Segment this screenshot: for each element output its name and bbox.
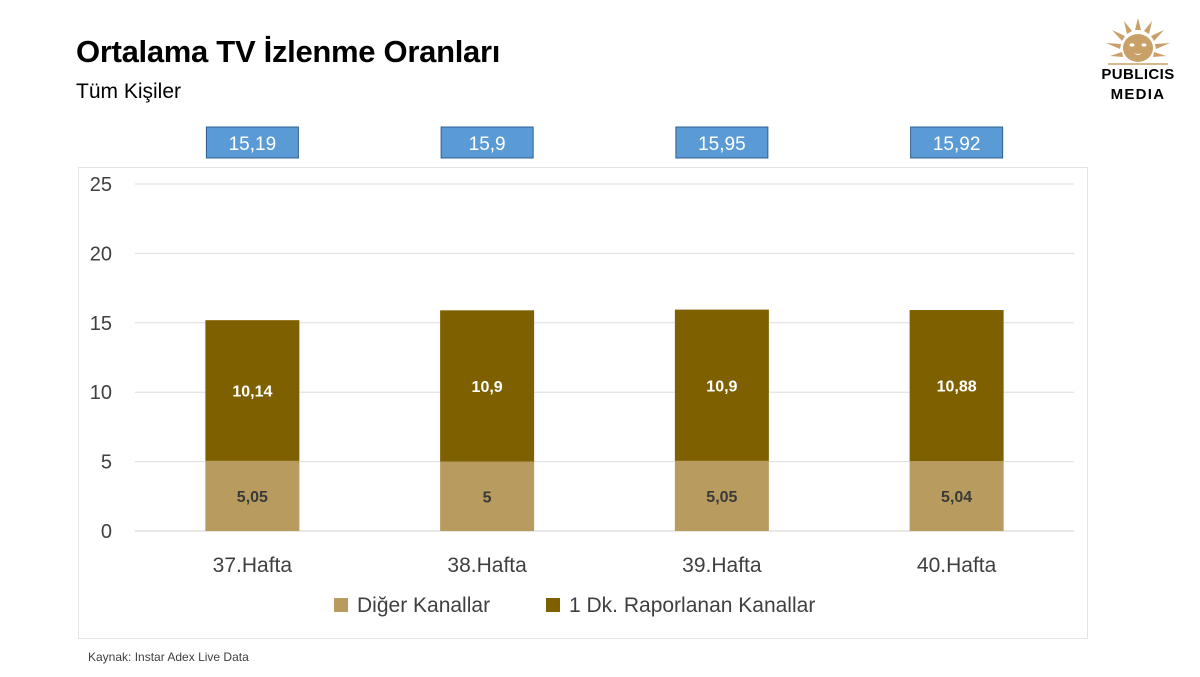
y-tick-label: 25 bbox=[90, 174, 112, 196]
y-tick-label: 15 bbox=[90, 313, 112, 335]
data-label: 10,14 bbox=[232, 384, 272, 401]
data-label: 10,9 bbox=[472, 379, 503, 396]
total-box bbox=[910, 126, 1004, 159]
data-label: 5,05 bbox=[706, 489, 737, 506]
total-box bbox=[675, 126, 769, 159]
data-label: 5,04 bbox=[941, 489, 972, 506]
x-tick-label: 39.Hafta bbox=[682, 554, 762, 577]
y-tick-label: 10 bbox=[90, 382, 112, 404]
logo-text-media: MEDIA bbox=[1110, 86, 1166, 103]
y-tick-label: 0 bbox=[101, 521, 112, 543]
bar-segment bbox=[205, 320, 300, 461]
x-tick-label: 37.Hafta bbox=[213, 554, 293, 577]
legend-label: Diğer Kanallar bbox=[357, 594, 490, 617]
legend-swatch bbox=[334, 598, 348, 612]
data-label: 10,88 bbox=[937, 379, 977, 396]
source-note: Kaynak: Instar Adex Live Data bbox=[88, 650, 249, 664]
legend-label: 1 Dk. Raporlanan Kanallar bbox=[569, 594, 815, 617]
total-label: 15,19 bbox=[229, 134, 277, 155]
x-tick-label: 38.Hafta bbox=[447, 554, 527, 577]
data-label: 5 bbox=[483, 489, 492, 506]
bar-segment bbox=[674, 460, 769, 531]
total-box bbox=[440, 126, 534, 159]
page-subtitle: Tüm Kişiler bbox=[76, 80, 182, 103]
y-tick-label: 20 bbox=[90, 243, 112, 265]
data-label: 5,05 bbox=[237, 489, 268, 506]
bar-segment bbox=[674, 309, 769, 461]
bar-segment bbox=[205, 460, 300, 531]
bar-segment bbox=[440, 461, 535, 531]
x-tick-label: 40.Hafta bbox=[917, 554, 997, 577]
y-tick-label: 5 bbox=[101, 452, 112, 474]
total-label: 15,9 bbox=[469, 134, 506, 155]
chart-area bbox=[78, 167, 1088, 639]
publicis-media-logo: PUBLICIS MEDIA bbox=[1080, 14, 1196, 106]
lion-head-icon bbox=[1106, 18, 1170, 65]
logo-text-publicis: PUBLICIS bbox=[1101, 66, 1175, 83]
bar-segment bbox=[909, 461, 1004, 531]
total-box bbox=[205, 126, 299, 159]
data-label: 10,9 bbox=[706, 378, 737, 395]
legend-swatch bbox=[546, 598, 560, 612]
total-label: 15,95 bbox=[698, 134, 746, 155]
total-label: 15,92 bbox=[933, 134, 981, 155]
page-title: Ortalama TV İzlenme Oranları bbox=[76, 34, 501, 69]
bar-segment bbox=[440, 310, 535, 462]
bar-segment bbox=[909, 310, 1004, 462]
